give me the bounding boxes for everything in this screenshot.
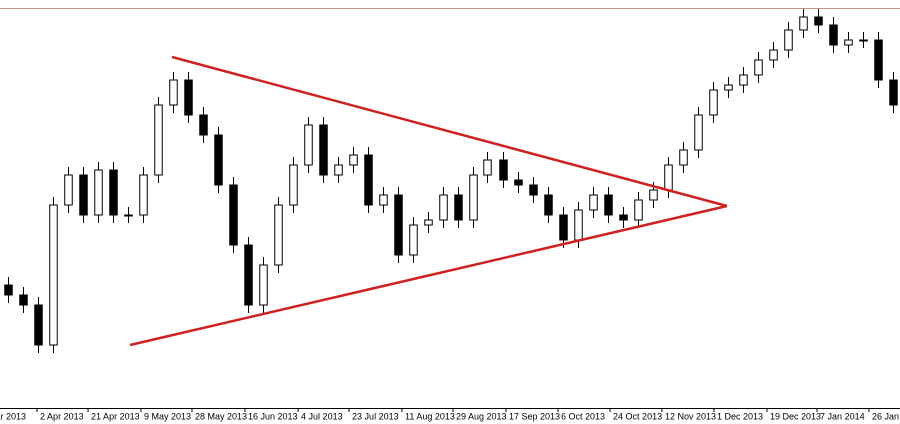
x-tick-label: 24 Oct 2013: [613, 411, 662, 421]
x-tick-label: 11 Aug 2013: [405, 411, 455, 421]
x-tick-label: 2 Apr 2013: [40, 411, 84, 421]
x-tick-label: 4 Jul 2013: [301, 411, 343, 421]
candle-body: [244, 244, 253, 306]
candle-body: [574, 209, 583, 241]
candle-body: [769, 49, 778, 61]
x-tick-label: 29 Aug 2013: [456, 411, 507, 421]
candle-body: [439, 194, 448, 221]
candle-body: [784, 29, 793, 51]
candle-body: [649, 189, 658, 201]
x-tick-label: 16 Jun 2013: [248, 411, 298, 421]
candle-body: [259, 264, 268, 306]
candle-body: [49, 204, 58, 346]
candle-body: [94, 169, 103, 216]
candle-body: [859, 39, 868, 42]
x-tick-label: 1 Dec 2013: [717, 411, 763, 421]
candle-body: [334, 164, 343, 176]
candle-body: [814, 16, 823, 26]
candle-body: [379, 194, 388, 206]
candle-body: [664, 164, 673, 191]
candle-body: [409, 224, 418, 256]
x-tick-label: 9 May 2013: [144, 411, 191, 421]
candle-body: [184, 79, 193, 116]
x-tick-label: 21 Apr 2013: [91, 411, 140, 421]
candle-body: [304, 124, 313, 166]
upper-trendline: [171, 55, 728, 208]
x-tick-label: 28 May 2013: [195, 411, 247, 421]
candle-body: [754, 59, 763, 76]
candle-body: [364, 154, 373, 206]
candle-body: [483, 159, 492, 176]
candle-body: [559, 214, 568, 241]
candle-body: [79, 174, 88, 216]
x-tick-label: 26 Jan 2014: [872, 411, 900, 421]
candle-body: [529, 184, 538, 196]
candle-body: [34, 304, 43, 346]
candle-body: [604, 194, 613, 216]
candle-body: [4, 284, 13, 296]
candle-body: [109, 169, 118, 216]
candle-body: [394, 194, 403, 256]
x-tick-label: 17 Sep 2013: [509, 411, 560, 421]
candle-body: [154, 104, 163, 176]
candle-body: [124, 214, 133, 217]
candle-body: [829, 24, 838, 46]
x-tick-label: 6 Oct 2013: [561, 411, 605, 421]
candle-body: [349, 154, 358, 166]
x-tick-label: 12 Nov 2013: [665, 411, 716, 421]
x-tick-label: 19 Dec 2013: [770, 411, 821, 421]
candle-body: [514, 179, 523, 186]
candle-body: [739, 74, 748, 86]
x-tick-label: Mar 2013: [0, 411, 26, 421]
candle-body: [589, 194, 598, 211]
candle-body: [169, 79, 178, 106]
candle-body: [709, 89, 718, 116]
candle-body: [889, 79, 898, 106]
x-tick-label: 7 Jan 2014: [820, 411, 865, 421]
candle-body: [274, 204, 283, 266]
candles: [4, 9, 898, 353]
candle-body: [544, 194, 553, 216]
candle-body: [619, 214, 628, 221]
candle-body: [139, 174, 148, 216]
candle-body: [19, 294, 28, 306]
candle-body: [64, 174, 73, 206]
candle-body: [874, 39, 883, 81]
candle-body: [289, 164, 298, 206]
candle-body: [694, 114, 703, 151]
candle-body: [499, 159, 508, 181]
candle-body: [454, 194, 463, 221]
candle-body: [229, 184, 238, 246]
candle-body: [319, 124, 328, 176]
candle-body: [724, 84, 733, 91]
candle-body: [214, 134, 223, 186]
candle-body: [799, 16, 808, 31]
candle-body: [424, 219, 433, 226]
candle-body: [679, 149, 688, 166]
candle-body: [634, 199, 643, 221]
x-tick-label: 23 Jul 2013: [352, 411, 399, 421]
lower-trendline: [129, 204, 728, 347]
candle-body: [199, 114, 208, 136]
candle-body: [844, 39, 853, 46]
candle-body: [469, 174, 478, 221]
